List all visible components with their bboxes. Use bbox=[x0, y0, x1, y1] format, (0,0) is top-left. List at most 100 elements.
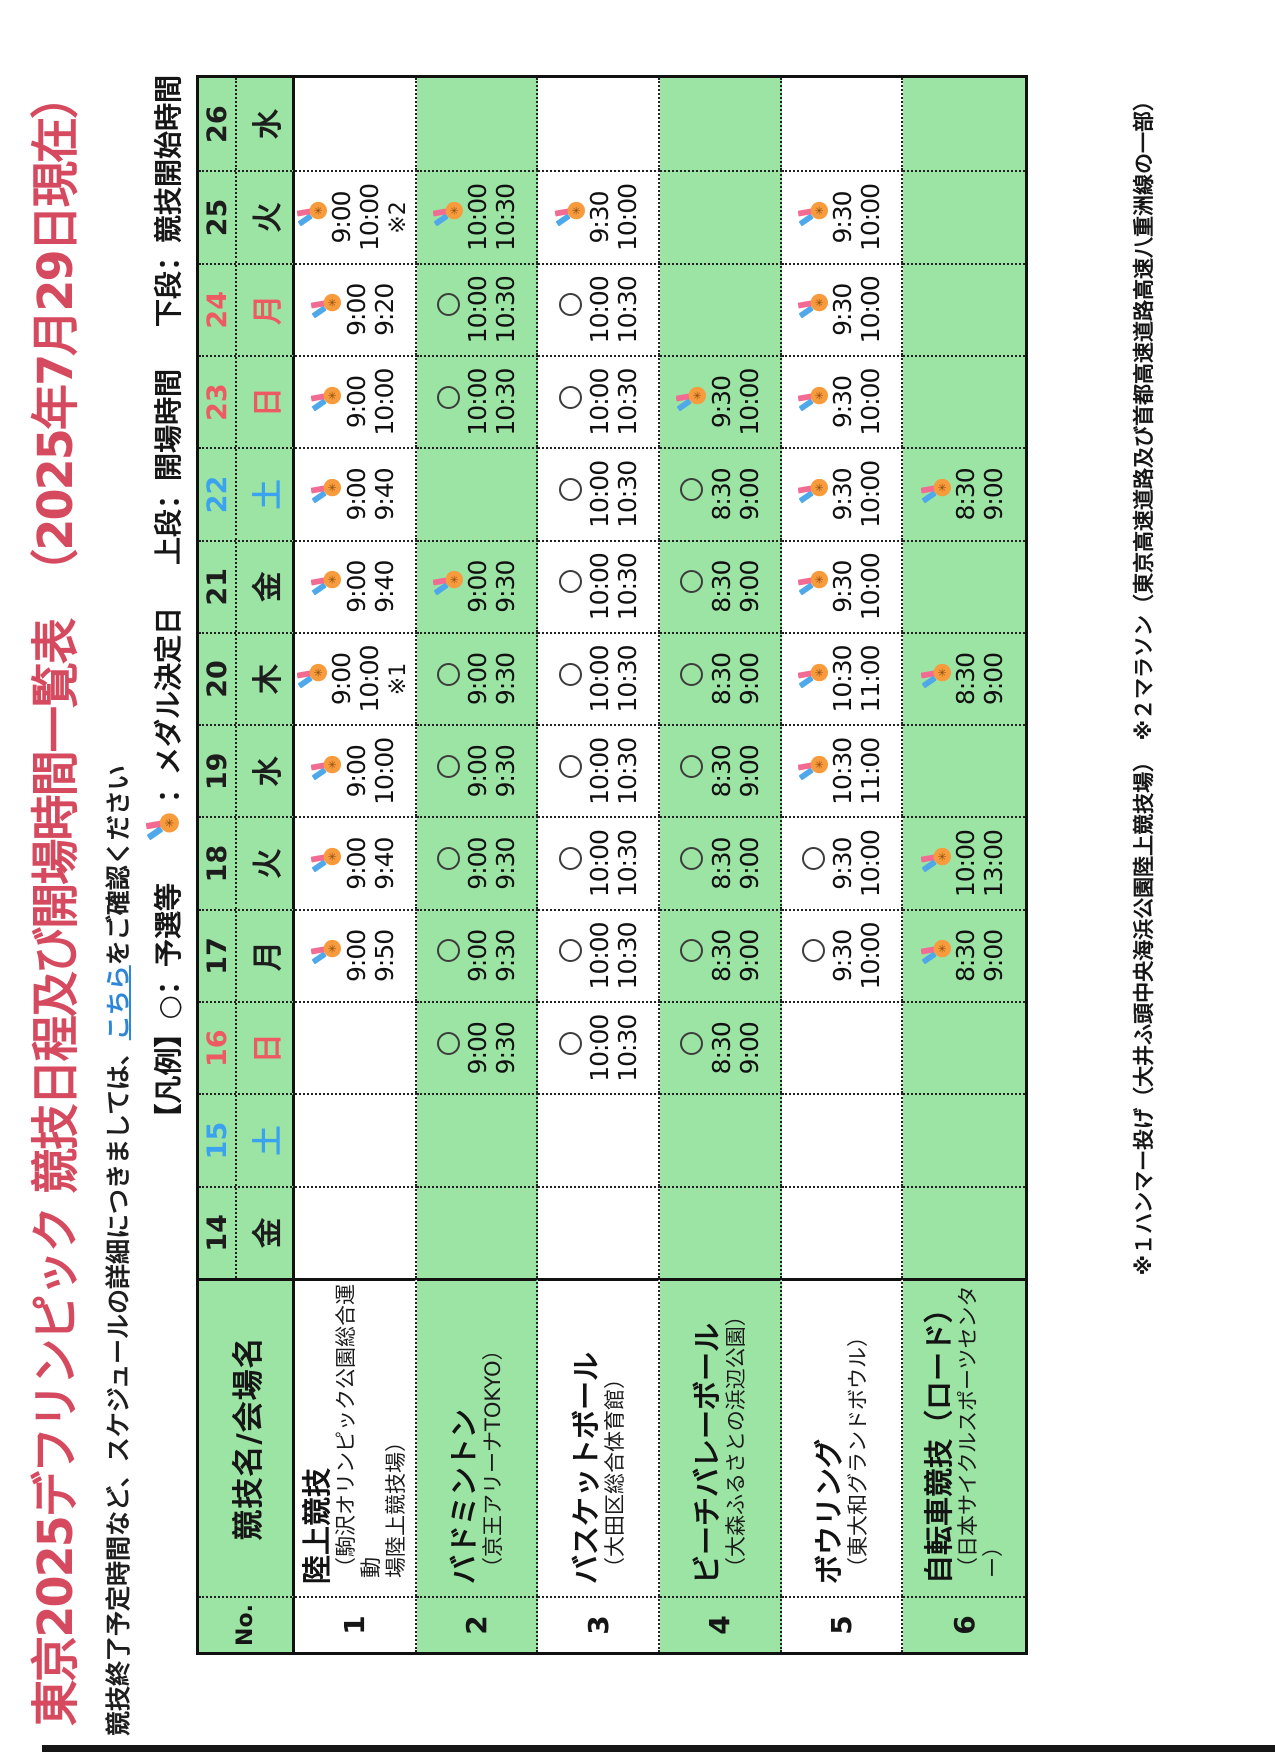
cell-1-16 bbox=[295, 1001, 417, 1094]
event-entry: ✳ 9:30 10:00 bbox=[797, 276, 885, 343]
open-time: 9:30 bbox=[585, 191, 615, 244]
cell-6-19 bbox=[903, 724, 1025, 817]
event-entry: 10:00 10:30 bbox=[554, 553, 642, 620]
circle-icon bbox=[432, 847, 464, 871]
date-dow: 金 bbox=[250, 1217, 286, 1248]
cell-3-24: 10:00 10:30 bbox=[538, 262, 660, 355]
sport-name-cell-1: 陸上競技 （駒沢オリンピック公園総合運動 場陸上競技場） bbox=[295, 1278, 417, 1596]
cell-2-18: 9:00 9:30 bbox=[416, 816, 539, 909]
medal-icon: ✳ bbox=[797, 660, 829, 689]
cell-2-26 bbox=[416, 78, 539, 171]
cell-4-22: 8:30 9:00 bbox=[659, 447, 782, 540]
cell-4-24 bbox=[659, 262, 782, 355]
circle-icon bbox=[676, 477, 708, 501]
circle-icon bbox=[554, 662, 586, 686]
start-time: 13:00 bbox=[979, 830, 1009, 898]
medal-icon: ✳ bbox=[797, 294, 828, 319]
cell-1-23: ✳ 9:00 10:00 bbox=[295, 354, 417, 448]
cell-3-18: 10:00 10:30 bbox=[538, 816, 660, 909]
date-dow: 月 bbox=[250, 940, 286, 971]
legend-prefix: 【凡例】 bbox=[151, 1019, 185, 1132]
date-dow: 水 bbox=[250, 756, 286, 787]
medal-icon: ✳ bbox=[920, 660, 952, 689]
footnotes: ※１ハンマー投げ（大井ふ頭中央海浜公園陸上競技場） ※２マラソン（東京高速道路及… bbox=[1132, 90, 1156, 1276]
cell-3-17: 10:00 10:30 bbox=[538, 908, 660, 1002]
open-time: 8:30 bbox=[706, 468, 736, 521]
event-entry: 10:00 10:30 bbox=[554, 461, 642, 528]
kochira-link[interactable]: こちら bbox=[104, 965, 133, 1041]
legend: 【凡例】 ○：予選等 ✳ ：メダル決定日 上段：開場時間 下段：競技開始時間 bbox=[145, 75, 187, 1132]
medal-icon: ✳ bbox=[920, 478, 951, 504]
open-time: 10:00 bbox=[585, 645, 615, 713]
cell-6-20: ✳ 8:30 9:00 bbox=[903, 631, 1025, 725]
open-time: 10:00 bbox=[585, 276, 615, 344]
date-header-23: 23 日 bbox=[199, 354, 295, 448]
date-number: 26 bbox=[199, 78, 237, 171]
svg-text:✳: ✳ bbox=[813, 483, 826, 492]
event-entry: ✳ 9:30 10:00 bbox=[554, 184, 642, 251]
event-entry: 8:30 9:00 bbox=[676, 745, 764, 797]
medal-icon: ✳ bbox=[797, 201, 828, 227]
sport-name-cell-4: ビーチバレーボール （大森ふるさとの浜辺公園） bbox=[659, 1278, 782, 1596]
start-time: 10:30 bbox=[491, 276, 521, 344]
event-entry: 10:00 10:30 bbox=[554, 922, 642, 989]
open-time: 10:00 bbox=[585, 368, 615, 436]
circle-icon bbox=[554, 570, 586, 594]
cell-5-25: ✳ 9:30 10:00 bbox=[781, 170, 904, 263]
event-entry: 10:00 10:30 bbox=[432, 276, 520, 343]
svg-text:✳: ✳ bbox=[326, 483, 339, 492]
medal-icon: ✳ bbox=[797, 290, 829, 319]
open-time: 8:30 bbox=[706, 929, 736, 982]
circle-icon bbox=[432, 662, 464, 686]
medal-icon: ✳ bbox=[311, 936, 343, 965]
cell-1-22: ✳ 9:00 9:40 bbox=[295, 447, 417, 540]
open-time: 10:30 bbox=[828, 737, 858, 805]
cell-3-15 bbox=[538, 1093, 660, 1186]
medal-icon: ✳ bbox=[676, 386, 707, 411]
open-time: 9:30 bbox=[828, 191, 858, 244]
medal-icon: ✳ bbox=[920, 940, 951, 965]
date-number: 18 bbox=[199, 818, 237, 909]
start-time: 9:00 bbox=[979, 468, 1009, 521]
start-time: 10:00 bbox=[369, 368, 399, 436]
cell-6-25 bbox=[903, 170, 1025, 263]
medal-icon: ✳ bbox=[311, 755, 342, 780]
open-time: 9:00 bbox=[463, 1022, 493, 1075]
cell-3-14 bbox=[538, 1185, 660, 1278]
date-header-22: 22 土 bbox=[199, 447, 295, 540]
start-time: 10:30 bbox=[613, 368, 643, 436]
cell-1-14 bbox=[295, 1185, 417, 1278]
open-time: 10:00 bbox=[463, 368, 493, 436]
cell-6-22: ✳ 8:30 9:00 bbox=[903, 447, 1025, 540]
start-time: 9:30 bbox=[491, 837, 521, 890]
cell-2-15 bbox=[416, 1093, 539, 1186]
sport-no-3: 3 bbox=[538, 1596, 660, 1652]
medal-icon: ✳ bbox=[797, 752, 829, 781]
medal-icon: ✳ bbox=[311, 478, 342, 504]
open-time: 10:00 bbox=[585, 1014, 615, 1082]
medal-icon: ✳ bbox=[797, 571, 828, 596]
start-time: 10:30 bbox=[613, 1014, 643, 1082]
cell-6-18: ✳ 10:00 13:00 bbox=[903, 816, 1025, 909]
event-entry: ✳ 9:00 10:00 ※2 bbox=[296, 184, 413, 251]
date-header-18: 18 火 bbox=[199, 816, 295, 909]
cell-1-24: ✳ 9:00 9:20 bbox=[295, 262, 417, 355]
cell-2-21: ✳ 9:00 9:30 bbox=[416, 539, 539, 632]
svg-text:✳: ✳ bbox=[312, 668, 325, 677]
start-time: 10:00 bbox=[856, 460, 886, 528]
cell-4-23: ✳ 9:30 10:00 bbox=[659, 354, 782, 448]
sport-name: バドミントン bbox=[446, 1409, 481, 1584]
start-time: 10:30 bbox=[613, 830, 643, 898]
svg-text:✳: ✳ bbox=[813, 575, 826, 584]
medal-icon: ✳ bbox=[920, 475, 952, 504]
open-time: 10:00 bbox=[585, 460, 615, 528]
cell-6-21 bbox=[903, 539, 1025, 632]
cell-4-17: 8:30 9:00 bbox=[659, 908, 782, 1002]
svg-text:✳: ✳ bbox=[813, 206, 826, 215]
event-entry: 10:00 10:30 bbox=[554, 830, 642, 897]
medal-icon: ✳ bbox=[311, 844, 343, 873]
start-time: 10:30 bbox=[491, 368, 521, 436]
sport-no-2: 2 bbox=[416, 1596, 539, 1652]
svg-text:✳: ✳ bbox=[691, 391, 704, 400]
